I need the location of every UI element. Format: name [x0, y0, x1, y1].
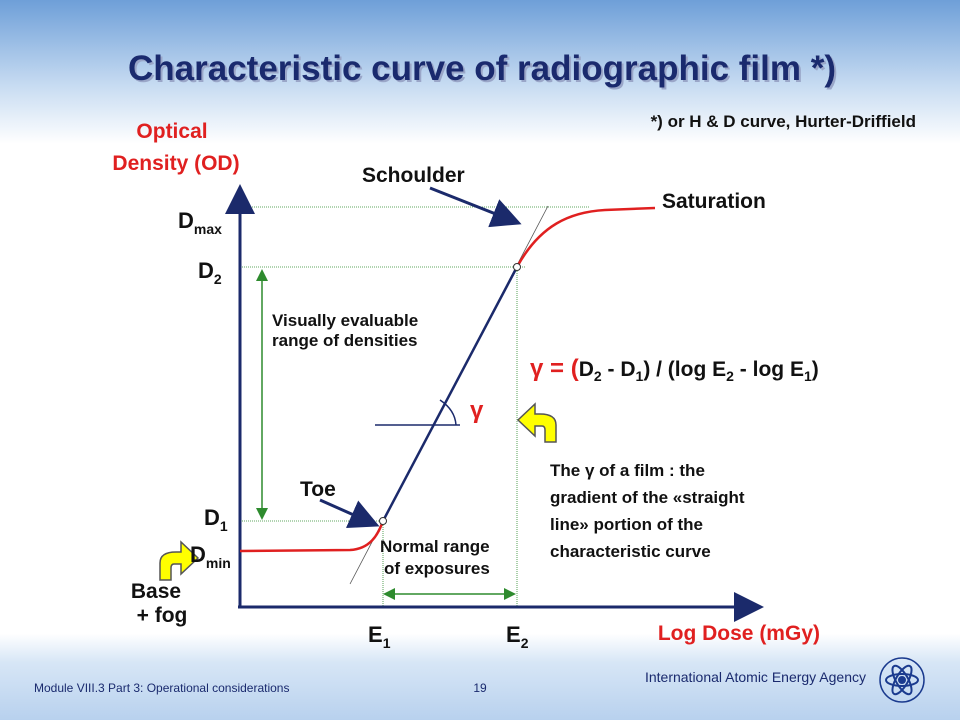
guide-lines	[240, 206, 590, 607]
formula-text: - log	[734, 358, 790, 381]
description-line: line» portion of the	[550, 515, 703, 534]
d1-label: D1	[204, 505, 228, 534]
gamma-formula: γ = (D2​ - D1​) / (log E2​ - log E1​)	[530, 355, 819, 384]
formula-text: )	[812, 358, 819, 381]
formula-text: E	[712, 358, 726, 381]
point	[513, 263, 521, 271]
label-base: D	[198, 258, 214, 283]
normal-range-label: Normal range	[380, 537, 490, 556]
subtitle: *) or H & D curve, Hurter-Driffield	[651, 112, 916, 131]
point	[379, 517, 387, 525]
toe-label: Toe	[300, 478, 336, 501]
title-shadow: Characteristic curve of radiographic fil…	[130, 51, 838, 90]
description-line: The γ of a film : the	[550, 461, 705, 480]
footer-page: 19	[473, 681, 487, 695]
label-sub: max	[194, 221, 222, 237]
shoulder-arrow	[429, 186, 522, 228]
description-line: characteristic curve	[550, 542, 711, 561]
label-base: E	[506, 622, 521, 647]
label-sub: 2	[214, 271, 222, 287]
y-axis-label: Optical	[136, 120, 207, 143]
saturation-label: Saturation	[662, 190, 766, 213]
base-fog-label: Base	[131, 580, 181, 603]
label-sub: 1	[220, 518, 228, 534]
formula-text: ) / (log	[643, 358, 712, 381]
title: Characteristic curve of radiographic fil…	[128, 49, 836, 88]
formula-sub: 1	[636, 368, 644, 384]
label-sub: 2	[521, 635, 529, 651]
curved-arrow	[159, 540, 200, 581]
formula-sub: 2	[726, 368, 734, 384]
label-base: D	[190, 542, 206, 567]
d-min-label: Dmin	[190, 542, 231, 571]
straight-portion	[381, 266, 519, 522]
gamma-label: γ	[470, 397, 484, 424]
visual-range-label: Visually evaluable	[272, 311, 418, 330]
logo	[879, 657, 925, 703]
visual-range-label: range of densities	[272, 331, 417, 350]
label-base: D	[204, 505, 220, 530]
toe-arrow	[319, 498, 380, 528]
y-axis-label: Density (OD)	[112, 152, 239, 175]
formula-text: D	[579, 358, 594, 381]
d-max-label: Dmax	[178, 208, 222, 237]
curve	[239, 206, 656, 553]
e1-label: E1	[368, 622, 391, 651]
formula-text: E	[790, 358, 804, 381]
footer-module: Module VIII.3 Part 3: Operational consid…	[34, 681, 289, 695]
formula-text: -	[602, 358, 621, 381]
x-axis-label: Log Dose (mGy)	[658, 622, 820, 645]
label-sub: 1	[383, 635, 391, 651]
formula-text: D	[620, 358, 635, 381]
d2-label: D2	[198, 258, 222, 287]
formula-sub: 2	[594, 368, 602, 384]
normal-range-label: of exposures	[384, 559, 490, 578]
label-base: D	[178, 208, 194, 233]
curved-arrow	[516, 402, 557, 443]
label-sub: min	[206, 555, 231, 571]
base-fog-label: + fog	[137, 604, 188, 627]
angle-arc	[439, 399, 457, 426]
description: The γ of a film : the gradient of the «st…	[550, 461, 745, 561]
e2-label: E2	[506, 622, 529, 651]
footer-agency: International Atomic Energy Agency	[645, 669, 866, 685]
description-line: gradient of the «straight	[550, 488, 745, 507]
formula-sub: 1	[804, 368, 812, 384]
formula-text: γ = (	[530, 355, 579, 382]
label-base: E	[368, 622, 383, 647]
shoulder-label: Schoulder	[362, 164, 465, 187]
